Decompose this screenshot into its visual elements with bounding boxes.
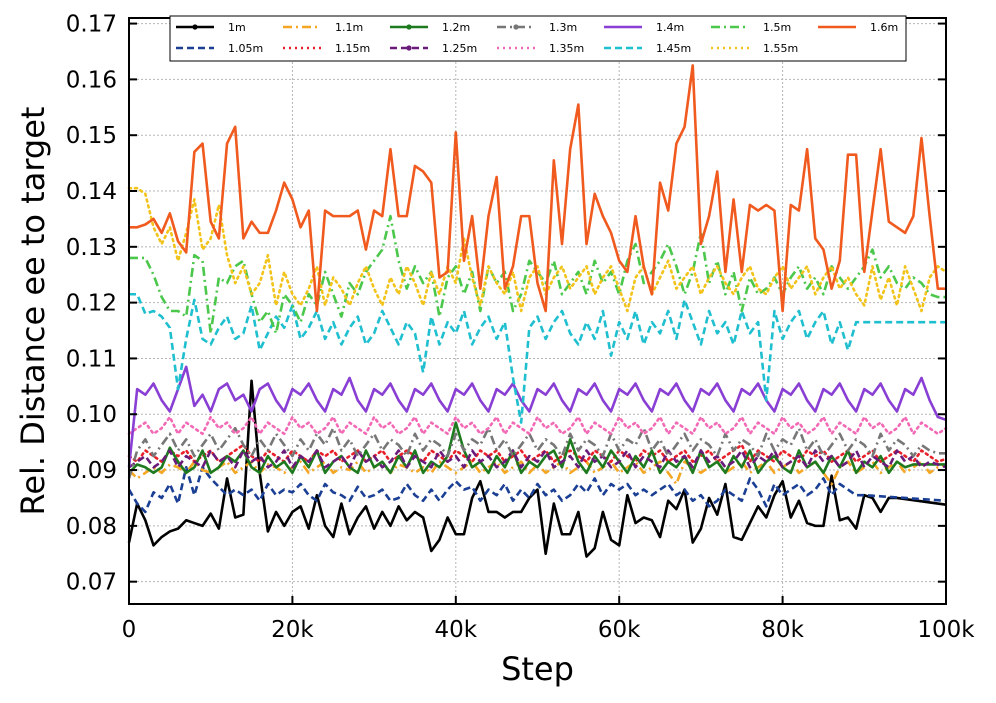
legend-item: 1.3m xyxy=(497,21,577,34)
x-tick-label: 100k xyxy=(917,617,975,643)
series-line-1-6m xyxy=(129,64,946,313)
series-line-1-3m xyxy=(127,426,946,479)
legend-label: 1.45m xyxy=(656,42,691,55)
legend-item: 1.15m xyxy=(283,42,370,55)
legend-item: 1.35m xyxy=(497,42,584,55)
y-tick-label: 0.15 xyxy=(66,123,117,149)
y-axis: 0.07 0.08 0.09 0.10 0.11 0.12 0.13 0.14 0.15 0.16… xyxy=(66,12,946,596)
legend-label: 1.15m xyxy=(335,42,370,55)
legend-marker xyxy=(513,24,519,30)
legend-item: 1.4m xyxy=(604,21,684,34)
legend-label: 1.6m xyxy=(870,21,898,34)
series-line-1-2m xyxy=(128,421,946,475)
legend-label: 1.35m xyxy=(549,42,584,55)
series-line-1-35m xyxy=(127,415,948,436)
series-lines xyxy=(127,64,948,558)
series-line-1m xyxy=(127,379,947,558)
legend-marker xyxy=(192,24,198,30)
legend-item: 1.5m xyxy=(711,21,791,34)
legend-label: 1.3m xyxy=(549,21,577,34)
x-tick-label: 40k xyxy=(435,617,478,643)
x-axis: 0 20k 40k 60k 80k 100k xyxy=(122,18,975,643)
y-tick-label: 0.08 xyxy=(66,514,117,540)
legend-item: 1.2m xyxy=(390,21,470,34)
legend-box xyxy=(169,15,907,62)
legend-item: 1.55m xyxy=(711,42,798,55)
x-axis-title: Step xyxy=(501,650,574,688)
series-line-1-4m xyxy=(127,365,947,468)
y-tick-label: 0.10 xyxy=(66,402,117,428)
series-line-1-15m xyxy=(127,443,948,463)
y-tick-label: 0.13 xyxy=(66,235,117,261)
legend-label: 1.4m xyxy=(656,21,684,34)
legend-item: 1.05m xyxy=(176,42,263,55)
y-tick-label: 0.16 xyxy=(66,67,117,93)
series-line-1-05m xyxy=(127,465,947,514)
series-line-1-25m xyxy=(128,449,947,469)
legend-label: 1.2m xyxy=(442,21,470,34)
x-tick-label: 60k xyxy=(598,617,641,643)
series-line-1-45m xyxy=(129,292,946,424)
legend-label: 1.5m xyxy=(763,21,791,34)
legend-label: 1.05m xyxy=(228,42,263,55)
legend-item: 1.6m xyxy=(818,21,898,34)
y-tick-label: 0.14 xyxy=(66,179,117,205)
x-tick-label: 20k xyxy=(271,617,314,643)
legend-marker xyxy=(406,45,412,51)
x-tick-label: 80k xyxy=(761,617,804,643)
x-tick-label: 0 xyxy=(122,617,137,643)
series-line-1-55m xyxy=(127,186,948,313)
y-tick-label: 0.12 xyxy=(66,291,117,317)
legend-label: 1.55m xyxy=(763,42,798,55)
legend: 1m 1.05m 1.1m 1.15m 1.2m 1.25m 1.3m 1.35m 1.4m 1.… xyxy=(169,15,907,62)
legend-label: 1.1m xyxy=(335,21,363,34)
y-tick-label: 0.07 xyxy=(66,570,117,596)
y-tick-label: 0.17 xyxy=(66,12,117,38)
y-axis-title: Rel. Distance ee to target xyxy=(14,107,52,516)
legend-marker xyxy=(406,24,412,30)
legend-item: 1.1m xyxy=(283,21,363,34)
series-line-1-5m xyxy=(129,214,946,335)
legend-label: 1m xyxy=(228,21,246,34)
legend-label: 1.25m xyxy=(442,42,477,55)
legend-item: 1.45m xyxy=(604,42,691,55)
y-tick-label: 0.09 xyxy=(66,458,117,484)
y-tick-label: 0.11 xyxy=(66,346,117,372)
legend-item: 1m xyxy=(176,21,246,34)
legend-item: 1.25m xyxy=(390,42,477,55)
